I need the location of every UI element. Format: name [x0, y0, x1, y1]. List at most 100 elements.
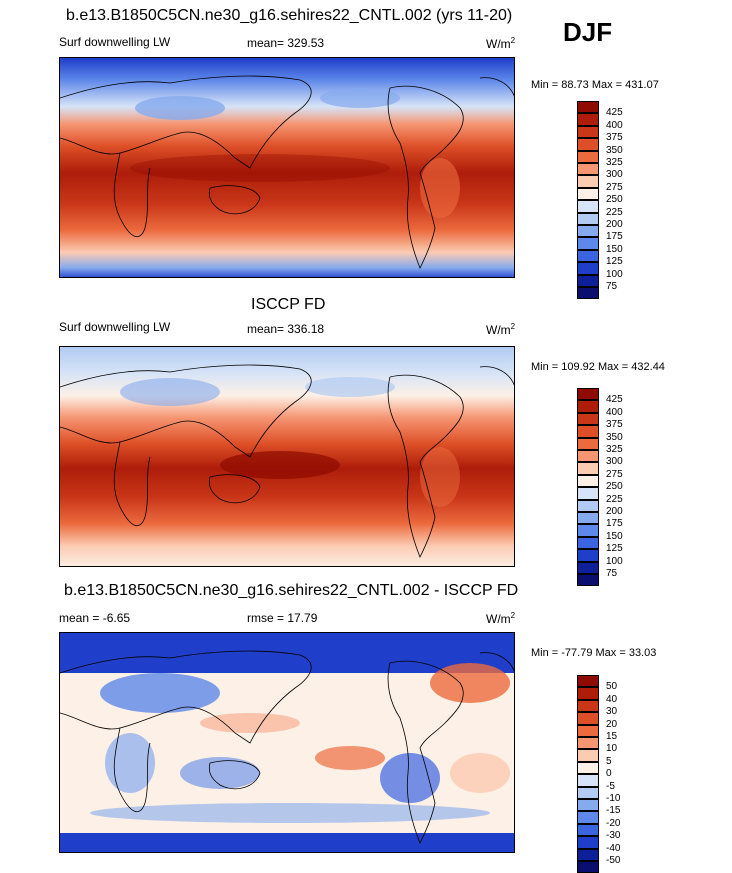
colorbar-tick-label: 375 — [606, 132, 623, 144]
colorbar-tick-label: 5 — [606, 755, 612, 767]
colorbar-swatch — [577, 799, 599, 812]
colorbar-tick-label: 400 — [606, 119, 623, 131]
colorbar-swatch — [577, 437, 599, 450]
colorbar-swatch — [577, 113, 599, 126]
colorbar-swatch — [577, 187, 599, 201]
colorbar-tick-label: 425 — [606, 394, 623, 406]
colorbar-swatch — [577, 175, 599, 188]
colorbar-tick-label: 300 — [606, 456, 623, 468]
colorbar-tick-label: 350 — [606, 144, 623, 156]
colorbar-swatch — [577, 499, 599, 512]
panel3-colorbar — [577, 675, 599, 873]
colorbar-swatch — [577, 536, 599, 550]
colorbar-swatch — [577, 412, 599, 426]
colorbar-swatch — [577, 150, 599, 163]
colorbar-tick-label: 125 — [606, 256, 623, 268]
colorbar-tick-label: 350 — [606, 431, 623, 443]
colorbar-swatch — [577, 724, 599, 737]
colorbar-swatch — [577, 561, 599, 574]
colorbar-tick-label: 400 — [606, 406, 623, 418]
colorbar-swatch — [577, 836, 599, 849]
colorbar-tick-label: 325 — [606, 444, 623, 455]
colorbar-swatch — [577, 200, 599, 213]
colorbar-tick-label: -30 — [606, 830, 621, 842]
panel2-minmax: Min = 109.92 Max = 432.44 — [531, 361, 665, 373]
colorbar-tick-label: 275 — [606, 468, 623, 480]
colorbar-tick-label: 20 — [606, 718, 618, 730]
colorbar-swatch — [577, 687, 599, 700]
panel2-variable-label: Surf downwelling LW — [59, 320, 171, 334]
panel3-title: b.e13.B1850C5CN.ne30_g16.sehires22_CNTL.… — [64, 582, 519, 599]
colorbar-tick-label: 150 — [606, 530, 623, 542]
colorbar-swatch — [577, 101, 599, 114]
panel3-coastlines — [60, 650, 514, 844]
colorbar-tick-label: 175 — [606, 231, 623, 243]
panel2-units: W/m2 — [486, 322, 516, 337]
panel2-coastlines — [60, 364, 514, 558]
colorbar-tick-label: 10 — [606, 743, 618, 755]
colorbar-swatch — [577, 487, 599, 500]
colorbar-swatch — [577, 274, 599, 287]
colorbar-tick-label: 150 — [606, 243, 623, 255]
panel2-colorbar — [577, 388, 599, 587]
colorbar-tick-label: 125 — [606, 543, 623, 555]
panel3-mean-label: mean = -6.65 — [59, 611, 131, 625]
colorbar-swatch — [577, 749, 599, 762]
colorbar-swatch — [577, 761, 599, 775]
panel2-map — [59, 346, 515, 567]
colorbar-tick-label: 30 — [606, 706, 618, 718]
colorbar-swatch — [577, 549, 599, 562]
panel1-mean-label: mean= 329.53 — [247, 36, 325, 50]
colorbar-tick-label: -5 — [606, 780, 615, 792]
colorbar-tick-label: 225 — [606, 493, 623, 505]
colorbar-swatch — [577, 249, 599, 263]
panel2-mean-label: mean= 336.18 — [247, 322, 325, 336]
colorbar-swatch — [577, 774, 599, 787]
colorbar-tick-label: 225 — [606, 206, 623, 218]
colorbar-tick-label: -15 — [606, 805, 621, 817]
colorbar-tick-label: 250 — [606, 194, 623, 206]
colorbar-tick-label: 75 — [606, 568, 618, 579]
colorbar-tick-label: 175 — [606, 518, 623, 530]
colorbar-tick-label: 100 — [606, 268, 623, 280]
colorbar-tick-label: 50 — [606, 681, 618, 693]
colorbar-swatch — [577, 138, 599, 151]
colorbar-tick-label: 250 — [606, 481, 623, 493]
colorbar-swatch — [577, 699, 599, 713]
panel3-map — [59, 632, 515, 853]
colorbar-swatch — [577, 237, 599, 250]
colorbar-swatch — [577, 861, 599, 873]
panel3-units: W/m2 — [486, 611, 516, 626]
colorbar-swatch — [577, 400, 599, 413]
colorbar-tick-label: -10 — [606, 793, 621, 804]
panel1-units: W/m2 — [486, 36, 516, 51]
panel1-map — [59, 57, 515, 278]
panel3-minmax: Min = -77.79 Max = 33.03 — [531, 647, 657, 659]
colorbar-swatch — [577, 675, 599, 688]
colorbar-swatch — [577, 712, 599, 725]
panel3-rmse-label: rmse = 17.79 — [247, 611, 318, 625]
colorbar-tick-label: 375 — [606, 419, 623, 431]
colorbar-swatch — [577, 786, 599, 799]
colorbar-swatch — [577, 287, 599, 300]
colorbar-swatch — [577, 262, 599, 275]
colorbar-tick-label: 300 — [606, 169, 623, 181]
colorbar-tick-label: 275 — [606, 181, 623, 193]
panel1-coastlines — [60, 75, 514, 269]
colorbar-swatch — [577, 848, 599, 861]
colorbar-swatch — [577, 125, 599, 139]
colorbar-tick-label: 200 — [606, 506, 623, 517]
colorbar-swatch — [577, 163, 599, 176]
colorbar-swatch — [577, 388, 599, 401]
colorbar-tick-label: -50 — [606, 855, 621, 866]
colorbar-tick-label: 0 — [606, 768, 612, 780]
colorbar-swatch — [577, 524, 599, 537]
colorbar-swatch — [577, 737, 599, 750]
panel2-title: ISCCP FD — [251, 296, 326, 313]
colorbar-swatch — [577, 425, 599, 438]
panel1-colorbar — [577, 101, 599, 300]
colorbar-swatch — [577, 450, 599, 463]
colorbar-tick-label: -40 — [606, 842, 621, 854]
colorbar-tick-label: 40 — [606, 693, 618, 705]
colorbar-tick-label: 325 — [606, 157, 623, 168]
